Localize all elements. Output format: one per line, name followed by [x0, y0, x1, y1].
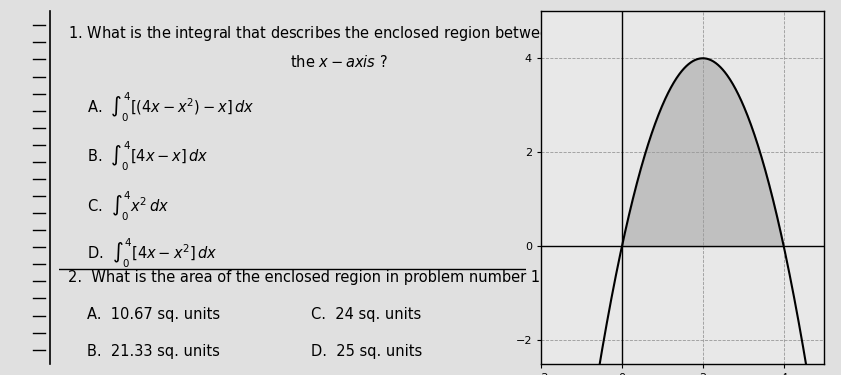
Text: D.  $\int_0^4 [4x - x^2]\, dx$: D. $\int_0^4 [4x - x^2]\, dx$ [87, 237, 218, 270]
Text: C.  24 sq. units: C. 24 sq. units [311, 308, 421, 322]
Text: the $x - axis$ ?: the $x - axis$ ? [290, 54, 388, 69]
Text: B.  $\int_0^4[4x - x]\,dx$: B. $\int_0^4[4x - x]\,dx$ [87, 140, 209, 173]
Text: A.  10.67 sq. units: A. 10.67 sq. units [87, 308, 220, 322]
Text: 2.  What is the area of the enclosed region in problem number 1?: 2. What is the area of the enclosed regi… [68, 270, 548, 285]
Text: 1. What is the integral that describes the enclosed region between $y = 4x - x^2: 1. What is the integral that describes t… [68, 22, 674, 44]
Text: D.  25 sq. units: D. 25 sq. units [311, 344, 422, 359]
Text: C.  $\int_0^4 x^2\, dx$: C. $\int_0^4 x^2\, dx$ [87, 189, 169, 223]
Text: A.  $\int_0^4[(4x - x^2) - x]\,dx$: A. $\int_0^4[(4x - x^2) - x]\,dx$ [87, 91, 254, 124]
Text: B.  21.33 sq. units: B. 21.33 sq. units [87, 344, 220, 359]
